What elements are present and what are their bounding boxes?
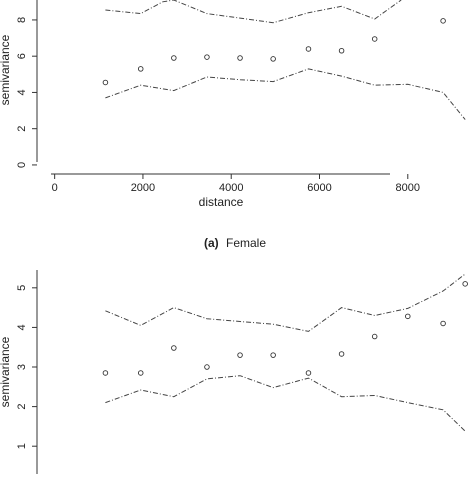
semivariance-point [171, 55, 177, 61]
y-tick-label: 8 [16, 17, 28, 23]
semivariance-point [237, 352, 243, 358]
semivariance-point [137, 66, 144, 72]
x-tick-label: 0 [52, 182, 58, 194]
panel-b-envelope-upper [105, 273, 466, 332]
x-tick-label: 6000 [307, 182, 331, 194]
x-tick-label: 2000 [131, 182, 155, 194]
semivariance-point [371, 36, 378, 42]
panel-a-ylabel: semivariance [0, 34, 12, 105]
semivariance-point [305, 46, 312, 52]
y-tick-label: 4 [16, 89, 28, 95]
semivariance-point [102, 79, 109, 86]
panel-a-caption: (a) Female [204, 236, 266, 250]
y-tick-label: 5 [16, 285, 28, 291]
panel-a-xlabel: distance [199, 195, 244, 209]
y-tick-label: 1 [16, 443, 28, 449]
y-tick-label: 6 [16, 53, 28, 59]
semivariance-point [270, 56, 276, 62]
x-tick-label: 8000 [396, 182, 420, 194]
semivariance-point [440, 18, 446, 24]
panel-a-x-ticks: 0 2000 4000 6000 8000 [52, 174, 420, 194]
panel-a-points [102, 18, 446, 86]
semivariance-point [102, 370, 109, 376]
y-tick-label: 0 [16, 162, 28, 168]
semivariance-point [305, 370, 312, 376]
semivariance-point [204, 364, 210, 370]
x-tick-label: 4000 [219, 182, 243, 194]
y-tick-label: 4 [16, 324, 28, 330]
panel-b-envelope-lower [105, 375, 466, 432]
y-tick-label: 2 [16, 126, 28, 132]
y-tick-label: 3 [16, 364, 28, 370]
semivariance-point [204, 54, 210, 60]
panel-a-caption-tag: (a) [204, 236, 219, 250]
panel-b-y-ticks: 1 2 3 4 5 [16, 285, 37, 449]
panel-a-envelope-upper [105, 0, 402, 24]
panel-a-y-ticks: 0 2 4 6 8 [16, 17, 37, 168]
panel-a-female: semivariance 0 2 4 6 8 0 2000 4000 6000 8000 dis… [0, 0, 466, 250]
panel-a-caption-text: Female [226, 236, 266, 250]
semivariance-point [338, 48, 345, 54]
panel-b-ylabel: semivariance [0, 336, 12, 407]
semivariance-point [462, 281, 468, 287]
semivariance-point [338, 351, 345, 357]
semivariance-point [171, 345, 177, 351]
panel-b-points [102, 281, 468, 376]
semivariance-point [405, 313, 411, 320]
semivariance-point [237, 55, 243, 61]
semivariance-point [137, 370, 144, 376]
panel-b: semivariance 1 2 3 4 5 [0, 270, 468, 474]
y-tick-label: 2 [16, 404, 28, 410]
semivariance-point [270, 352, 276, 358]
semivariance-point [440, 320, 446, 327]
semivariance-point [371, 333, 378, 340]
panel-a-envelope-lower [105, 68, 466, 120]
